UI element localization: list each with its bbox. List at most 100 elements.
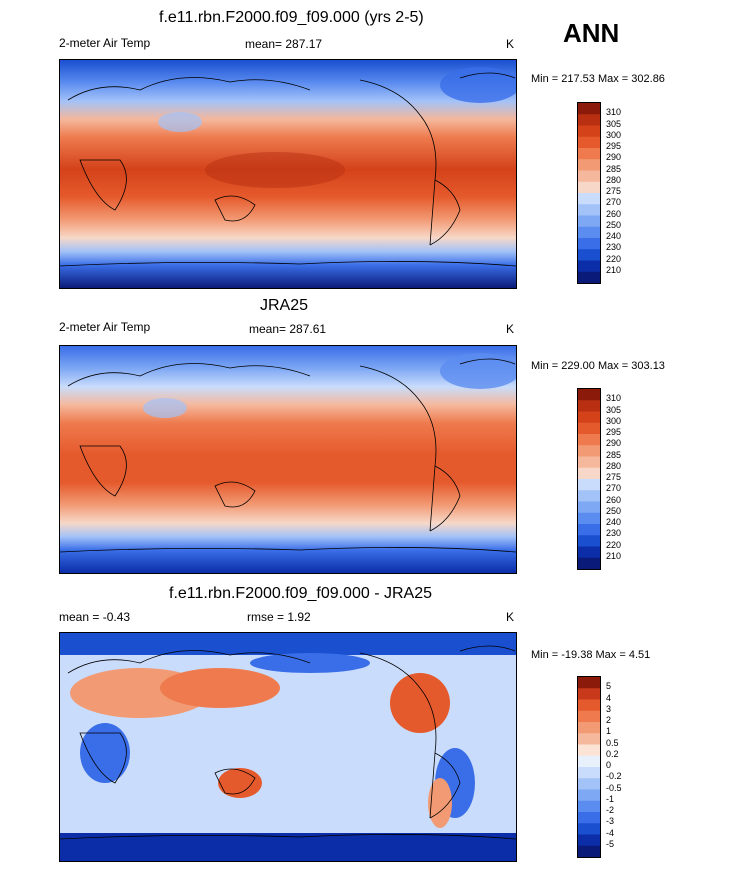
- colorbar-tick-label: 310: [606, 393, 622, 404]
- colorbar-swatch: [578, 148, 600, 160]
- colorbar-swatch: [578, 271, 600, 283]
- colorbar-tick-label: 0.2: [606, 748, 619, 759]
- panel1-variable-label: 2-meter Air Temp: [59, 36, 151, 50]
- colorbar-swatch: [578, 170, 600, 183]
- colorbar-swatch: [578, 834, 600, 847]
- colorbar-swatch: [578, 778, 600, 790]
- colorbar-tick-label: 240: [606, 517, 622, 527]
- colorbar-tick-label: -5: [606, 838, 615, 849]
- colorbar-tick-label: 220: [606, 253, 622, 264]
- colorbar-tick-label: 210: [606, 550, 622, 561]
- colorbar-tick-label: -3: [606, 816, 615, 827]
- colorbar-swatch: [578, 434, 600, 446]
- colorbar-swatch: [578, 722, 600, 734]
- colorbar-swatch: [578, 512, 600, 525]
- colorbar-swatch: [578, 677, 600, 689]
- panel1-minmax-label: Min = 217.53 Max = 302.86: [531, 73, 665, 85]
- colorbar-swatch: [578, 845, 600, 857]
- colorbar-tick-label: 0.5: [606, 737, 619, 748]
- colorbar-swatch: [578, 136, 600, 149]
- colorbar-swatch: [578, 733, 600, 745]
- colorbar-tick-label: 275: [606, 472, 622, 482]
- colorbar-swatch: [578, 125, 600, 138]
- panel3-title: f.e11.rbn.F2000.f09_f09.000 - JRA25: [169, 585, 432, 602]
- colorbar-tick-label: 4: [606, 692, 612, 703]
- colorbar-tick-label: 2: [606, 715, 612, 725]
- colorbar-tick-label: 305: [606, 118, 622, 129]
- panel2-units-label: K: [506, 322, 515, 336]
- colorbar-swatch: [578, 103, 600, 115]
- colorbar-swatch: [578, 501, 600, 514]
- season-label: ANN: [563, 18, 620, 48]
- colorbar-tick-label: 280: [606, 460, 622, 471]
- colorbar-tick-label: -2: [606, 805, 615, 815]
- colorbar-tick-label: 230: [606, 528, 622, 539]
- colorbar-tick-label: 0: [606, 760, 612, 770]
- colorbar-tick-label: 250: [606, 505, 622, 516]
- colorbar-swatch: [578, 400, 600, 412]
- panel3-colorbar: [577, 676, 601, 858]
- colorbar-tick-label: 5: [606, 681, 612, 692]
- colorbar-tick-label: 3: [606, 703, 612, 714]
- colorbar-tick-label: 290: [606, 152, 622, 163]
- panel2-minmax-label: Min = 229.00 Max = 303.13: [531, 360, 665, 372]
- colorbar-tick-label: 275: [606, 186, 622, 196]
- colorbar-swatch: [578, 215, 600, 228]
- colorbar-swatch: [578, 744, 600, 757]
- panel1-map: [59, 59, 517, 289]
- colorbar-tick-label: 305: [606, 404, 622, 415]
- colorbar-tick-label: 285: [606, 163, 622, 174]
- panel1-title: f.e11.rbn.F2000.f09_f09.000 (yrs 2-5): [159, 9, 424, 26]
- panel3-rmse-label: rmse = 1.92: [247, 610, 311, 624]
- colorbar-tick-label: 210: [606, 264, 622, 275]
- colorbar-tick-label: 285: [606, 449, 622, 460]
- panel3-units-label: K: [506, 610, 515, 624]
- panel2-colorbar: [577, 388, 601, 570]
- colorbar-swatch: [578, 812, 600, 824]
- colorbar-tick-label: 220: [606, 539, 622, 550]
- colorbar-swatch: [578, 445, 600, 457]
- colorbar-tick-label: 260: [606, 494, 622, 505]
- colorbar-swatch: [578, 699, 600, 712]
- colorbar-swatch: [578, 226, 600, 239]
- colorbar-tick-label: -0.2: [606, 771, 622, 782]
- colorbar-swatch: [578, 411, 600, 424]
- colorbar-swatch: [578, 767, 600, 779]
- colorbar-swatch: [578, 479, 600, 491]
- colorbar-swatch: [578, 181, 600, 194]
- panel1-colorbar: [577, 102, 601, 284]
- colorbar-swatch: [578, 204, 600, 216]
- colorbar-swatch: [578, 546, 600, 559]
- colorbar-swatch: [578, 238, 600, 250]
- colorbar-tick-label: 280: [606, 174, 622, 185]
- colorbar-swatch: [578, 688, 600, 700]
- colorbar-swatch: [578, 249, 600, 261]
- colorbar-swatch: [578, 467, 600, 480]
- colorbar-swatch: [578, 557, 600, 569]
- colorbar-swatch: [578, 535, 600, 547]
- colorbar-tick-label: 270: [606, 483, 622, 494]
- colorbar-tick-label: -1: [606, 793, 615, 804]
- colorbar-swatch: [578, 755, 600, 768]
- panel1-units-label: K: [506, 37, 515, 51]
- colorbar-swatch: [578, 422, 600, 435]
- colorbar-swatch: [578, 710, 600, 723]
- panel2-mean-label: mean= 287.61: [249, 322, 327, 336]
- colorbar-tick-label: 250: [606, 219, 622, 230]
- panel3-map: [59, 632, 517, 862]
- colorbar-swatch: [578, 490, 600, 502]
- colorbar-tick-label: 300: [606, 415, 622, 426]
- panel2-variable-label: 2-meter Air Temp: [59, 320, 151, 334]
- colorbar-swatch: [578, 823, 600, 835]
- colorbar-tick-label: 230: [606, 242, 622, 253]
- colorbar-swatch: [578, 193, 600, 205]
- colorbar-swatch: [578, 260, 600, 273]
- colorbar-tick-label: 295: [606, 427, 622, 437]
- colorbar-swatch: [578, 524, 600, 536]
- colorbar-tick-label: 300: [606, 129, 622, 140]
- panel2-map: [59, 345, 517, 574]
- colorbar-swatch: [578, 114, 600, 126]
- panel1-mean-label: mean= 287.17: [245, 37, 323, 51]
- panel3-minmax-label: Min = -19.38 Max = 4.51: [531, 649, 651, 661]
- colorbar-tick-label: 310: [606, 107, 622, 118]
